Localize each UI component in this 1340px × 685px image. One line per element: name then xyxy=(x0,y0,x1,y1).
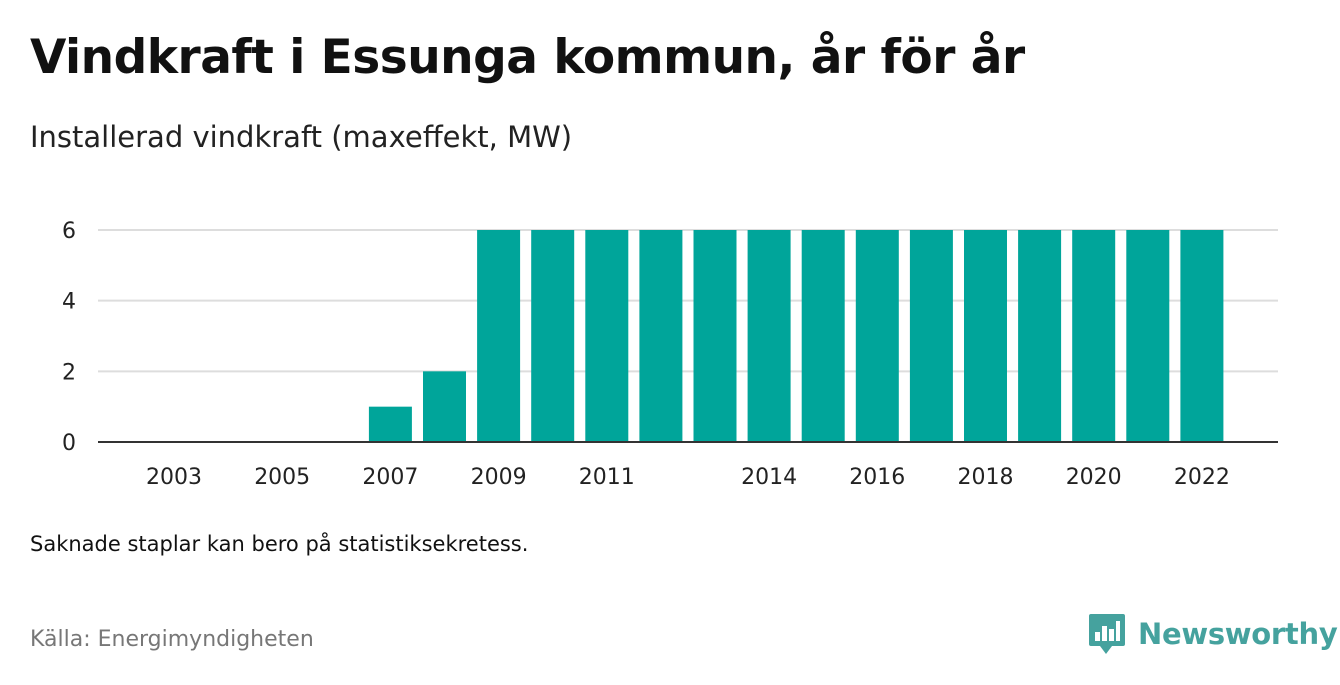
x-tick-label: 2020 xyxy=(1066,465,1122,490)
bar xyxy=(801,230,845,442)
source-credit: Källa: Energimyndigheten xyxy=(30,627,314,652)
x-tick-label: 2016 xyxy=(849,465,905,490)
bar xyxy=(1018,230,1062,442)
y-tick-label: 2 xyxy=(62,360,76,385)
bar xyxy=(423,371,466,442)
bar xyxy=(964,230,1007,442)
brand-name: Newsworthy xyxy=(1138,617,1338,651)
bar xyxy=(1072,230,1116,442)
y-tick-label: 0 xyxy=(62,431,76,456)
y-tick-label: 4 xyxy=(62,290,76,315)
bar xyxy=(855,230,899,442)
bar xyxy=(747,230,791,442)
chart-title: Vindkraft i Essunga kommun, år för år xyxy=(30,30,1025,85)
x-tick-label: 2018 xyxy=(958,465,1014,490)
bar xyxy=(368,406,412,442)
x-tick-label: 2022 xyxy=(1174,465,1230,490)
brand-logo[interactable]: Newsworthy xyxy=(1088,612,1338,656)
x-tick-label: 2003 xyxy=(146,465,202,490)
bar xyxy=(477,230,521,442)
x-tick-label: 2005 xyxy=(254,465,310,490)
bar xyxy=(909,230,953,442)
x-tick-label: 2007 xyxy=(362,465,418,490)
x-tick-label: 2014 xyxy=(741,465,797,490)
bar xyxy=(1126,230,1170,442)
chart-subtitle: Installerad vindkraft (maxeffekt, MW) xyxy=(30,120,573,154)
bar xyxy=(639,230,683,442)
x-tick-label: 2011 xyxy=(579,465,635,490)
bar xyxy=(693,230,737,442)
bar xyxy=(531,230,575,442)
bar xyxy=(585,230,629,442)
newsworthy-logo-icon xyxy=(1089,614,1125,654)
bar xyxy=(1180,230,1224,442)
x-tick-label: 2009 xyxy=(471,465,527,490)
chart-note: Saknade staplar kan bero på statistiksek… xyxy=(30,532,529,556)
y-tick-label: 6 xyxy=(62,219,76,244)
bar-chart: 0 2 4 6 2003 2005 2007 2009 2011 2014 2016 2018 2020… xyxy=(62,219,1278,490)
